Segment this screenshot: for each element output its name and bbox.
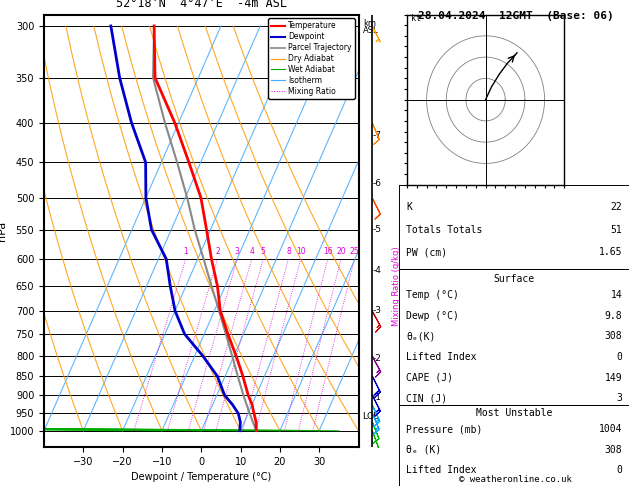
- Text: -6: -6: [372, 179, 382, 189]
- Text: 52°18'N  4°47'E  -4m ASL: 52°18'N 4°47'E -4m ASL: [116, 0, 287, 10]
- Text: 3: 3: [235, 247, 240, 256]
- Text: K: K: [406, 202, 412, 212]
- Text: Dewp (°C): Dewp (°C): [406, 311, 459, 321]
- Text: Pressure (mb): Pressure (mb): [406, 424, 482, 434]
- Text: 20: 20: [336, 247, 346, 256]
- Text: -2: -2: [372, 354, 382, 363]
- Text: θₑ(K): θₑ(K): [406, 331, 436, 341]
- Text: CAPE (J): CAPE (J): [406, 373, 454, 382]
- Text: 51: 51: [610, 225, 622, 235]
- Text: 0: 0: [616, 465, 622, 475]
- Legend: Temperature, Dewpoint, Parcel Trajectory, Dry Adiabat, Wet Adiabat, Isotherm, Mi: Temperature, Dewpoint, Parcel Trajectory…: [269, 18, 355, 99]
- Text: Lifted Index: Lifted Index: [406, 352, 477, 362]
- Text: 149: 149: [604, 373, 622, 382]
- Text: Temp (°C): Temp (°C): [406, 290, 459, 300]
- Text: Totals Totals: Totals Totals: [406, 225, 482, 235]
- Text: Lifted Index: Lifted Index: [406, 465, 477, 475]
- Text: -1: -1: [372, 393, 382, 402]
- Text: LCL: LCL: [362, 413, 378, 421]
- Y-axis label: hPa: hPa: [0, 221, 7, 241]
- Text: ASL: ASL: [363, 26, 379, 35]
- Text: km: km: [363, 19, 376, 28]
- X-axis label: Dewpoint / Temperature (°C): Dewpoint / Temperature (°C): [131, 472, 271, 483]
- Text: 8: 8: [286, 247, 291, 256]
- Text: 14: 14: [610, 290, 622, 300]
- Text: PW (cm): PW (cm): [406, 247, 447, 258]
- Text: 2: 2: [215, 247, 220, 256]
- Text: 25: 25: [350, 247, 359, 256]
- Text: CIN (J): CIN (J): [406, 393, 447, 403]
- Text: 5: 5: [261, 247, 265, 256]
- Text: 308: 308: [604, 331, 622, 341]
- Text: 1.65: 1.65: [599, 247, 622, 258]
- Text: Most Unstable: Most Unstable: [476, 408, 552, 418]
- Text: -3: -3: [372, 306, 382, 315]
- Text: -7: -7: [372, 131, 382, 139]
- Text: 4: 4: [249, 247, 254, 256]
- Text: 308: 308: [604, 445, 622, 455]
- Text: 1004: 1004: [599, 424, 622, 434]
- Text: -5: -5: [372, 225, 382, 234]
- Text: 9.8: 9.8: [604, 311, 622, 321]
- Text: © weatheronline.co.uk: © weatheronline.co.uk: [459, 474, 572, 484]
- Text: 16: 16: [323, 247, 333, 256]
- Text: 22: 22: [610, 202, 622, 212]
- Text: θₑ (K): θₑ (K): [406, 445, 442, 455]
- Text: Mixing Ratio (g/kg): Mixing Ratio (g/kg): [392, 246, 401, 326]
- Text: 10: 10: [296, 247, 306, 256]
- Text: Surface: Surface: [494, 274, 535, 283]
- Text: kt: kt: [411, 14, 421, 23]
- Text: 0: 0: [616, 352, 622, 362]
- Text: -4: -4: [372, 265, 382, 275]
- Text: 1: 1: [183, 247, 188, 256]
- Text: 28.04.2024  12GMT  (Base: 06): 28.04.2024 12GMT (Base: 06): [418, 11, 614, 21]
- Text: 3: 3: [616, 393, 622, 403]
